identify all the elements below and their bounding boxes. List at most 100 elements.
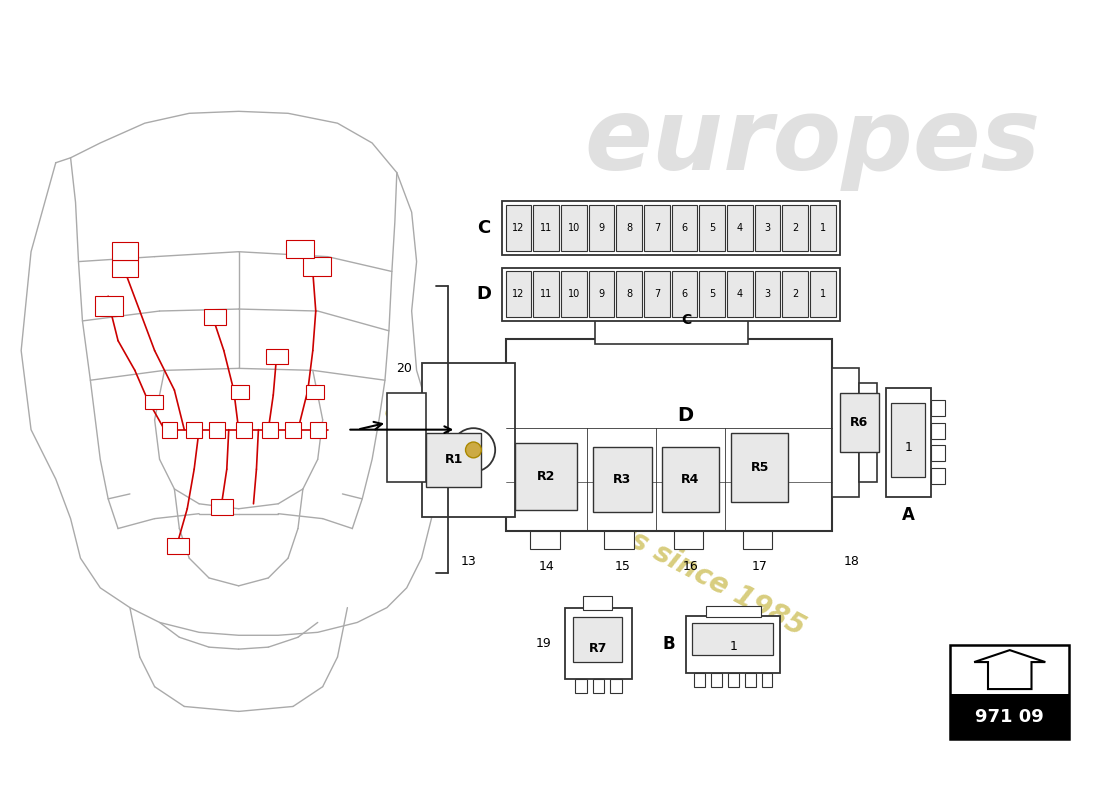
- Circle shape: [452, 428, 495, 472]
- Text: 5: 5: [710, 290, 715, 299]
- Text: 18: 18: [844, 554, 859, 568]
- Text: 1: 1: [820, 223, 826, 233]
- Bar: [96, 296, 123, 316]
- Text: europes: europes: [584, 94, 1041, 191]
- Bar: [604, 531, 634, 550]
- Bar: [755, 271, 780, 317]
- Text: 971 09: 971 09: [976, 707, 1044, 726]
- Text: R2: R2: [537, 470, 556, 482]
- Bar: [186, 422, 202, 438]
- Bar: [387, 393, 427, 482]
- Bar: [810, 271, 836, 317]
- Bar: [593, 678, 604, 693]
- Bar: [950, 694, 1069, 739]
- Bar: [692, 623, 773, 655]
- Text: 12: 12: [513, 290, 525, 299]
- Bar: [610, 678, 623, 693]
- Bar: [530, 531, 560, 550]
- Bar: [534, 206, 559, 250]
- Text: 8: 8: [626, 223, 632, 233]
- Bar: [832, 368, 859, 497]
- Circle shape: [465, 442, 482, 458]
- Bar: [594, 301, 748, 344]
- Text: 10: 10: [568, 223, 580, 233]
- Text: R5: R5: [750, 461, 769, 474]
- Text: 16: 16: [683, 559, 698, 573]
- Text: R3: R3: [613, 473, 631, 486]
- Bar: [712, 673, 722, 686]
- Bar: [891, 403, 925, 477]
- Bar: [506, 206, 531, 250]
- Text: D: D: [676, 406, 693, 426]
- Bar: [534, 271, 559, 317]
- Bar: [302, 257, 331, 277]
- Text: a passion for parts since 1985: a passion for parts since 1985: [379, 395, 810, 642]
- Bar: [662, 447, 719, 512]
- Bar: [761, 673, 772, 686]
- Bar: [700, 271, 725, 317]
- Bar: [673, 531, 703, 550]
- Bar: [427, 433, 481, 487]
- Bar: [644, 271, 670, 317]
- Bar: [421, 363, 516, 517]
- Bar: [162, 422, 177, 438]
- Bar: [887, 388, 931, 497]
- Text: 17: 17: [751, 559, 768, 573]
- Text: 5: 5: [710, 223, 715, 233]
- Bar: [306, 385, 323, 399]
- Bar: [112, 242, 138, 260]
- Text: 14: 14: [538, 559, 554, 573]
- Text: 9: 9: [598, 223, 605, 233]
- Bar: [810, 206, 836, 250]
- Text: D: D: [476, 286, 492, 303]
- Bar: [235, 422, 252, 438]
- Bar: [782, 206, 808, 250]
- Bar: [727, 206, 752, 250]
- Text: 6: 6: [681, 290, 688, 299]
- Text: 10: 10: [568, 290, 580, 299]
- Bar: [588, 206, 614, 250]
- Bar: [931, 422, 945, 438]
- Bar: [285, 422, 301, 438]
- Bar: [112, 260, 138, 278]
- Bar: [706, 606, 760, 618]
- Text: 1: 1: [820, 290, 826, 299]
- Bar: [931, 446, 945, 462]
- Bar: [506, 271, 531, 317]
- Bar: [286, 240, 313, 258]
- Bar: [950, 645, 1069, 739]
- Text: 9: 9: [598, 290, 605, 299]
- Bar: [204, 309, 226, 325]
- Bar: [859, 383, 878, 482]
- Bar: [694, 673, 705, 686]
- Bar: [700, 206, 725, 250]
- Text: 8: 8: [626, 290, 632, 299]
- Text: 12: 12: [513, 223, 525, 233]
- Bar: [167, 538, 189, 554]
- Bar: [686, 615, 780, 673]
- Bar: [266, 349, 288, 365]
- Bar: [742, 531, 772, 550]
- Text: C: C: [681, 313, 692, 327]
- Bar: [745, 673, 756, 686]
- Bar: [755, 206, 780, 250]
- Text: 4: 4: [737, 290, 742, 299]
- Bar: [573, 618, 623, 662]
- Bar: [728, 673, 739, 686]
- Bar: [263, 422, 278, 438]
- Bar: [211, 499, 233, 514]
- Bar: [931, 468, 945, 484]
- Text: 7: 7: [653, 290, 660, 299]
- Bar: [561, 206, 586, 250]
- Text: 11: 11: [540, 290, 552, 299]
- Text: 4: 4: [737, 223, 742, 233]
- Bar: [727, 271, 752, 317]
- Text: C: C: [477, 219, 491, 237]
- Text: 7: 7: [653, 223, 660, 233]
- Text: R4: R4: [681, 473, 700, 486]
- Text: R6: R6: [850, 416, 869, 430]
- Bar: [732, 433, 789, 502]
- Text: 2: 2: [792, 223, 799, 233]
- Text: 11: 11: [540, 223, 552, 233]
- Bar: [310, 422, 326, 438]
